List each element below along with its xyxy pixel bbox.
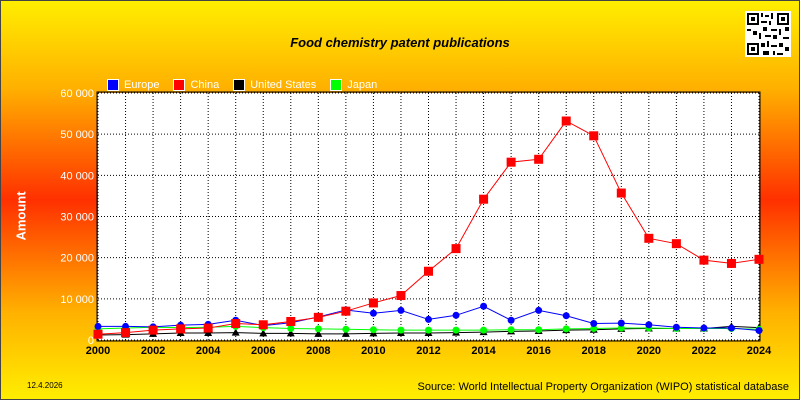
x-tick-label: 2024: [747, 345, 772, 357]
data-point-japan: [314, 325, 322, 333]
data-point-china: [368, 298, 378, 308]
data-point-europe: [507, 316, 515, 324]
data-point-china: [203, 323, 213, 333]
legend-entry-china: China: [173, 79, 219, 91]
chart-title: Food chemistry patent publications: [290, 35, 510, 50]
data-point-china: [561, 116, 571, 126]
data-point-europe: [562, 312, 570, 320]
data-point-china: [258, 320, 268, 330]
date-stamp: 12.4.2026: [27, 381, 63, 390]
x-tick-label: 2010: [361, 345, 385, 357]
legend-swatch-china: [173, 79, 186, 91]
data-point-japan: [535, 326, 543, 334]
data-point-united-states: [259, 329, 268, 337]
data-point-europe: [700, 324, 708, 332]
data-point-china: [726, 258, 736, 268]
data-point-europe: [645, 321, 653, 329]
data-point-china: [176, 324, 186, 334]
legend-entry-united-states: United States: [233, 79, 316, 91]
x-tick-label: 2020: [637, 345, 661, 357]
legend-label-europe: Europe: [124, 79, 160, 91]
data-point-europe: [727, 324, 735, 332]
legend-label-united-states: United States: [250, 79, 317, 91]
data-point-japan: [342, 325, 350, 333]
x-tick-label: 2002: [141, 345, 165, 357]
data-point-china: [313, 312, 323, 322]
legend-entry-japan: Japan: [330, 79, 377, 91]
x-tick-label: 2022: [692, 345, 716, 357]
x-tick-label: 2006: [251, 345, 275, 357]
source-note: Source: World Intellectual Property Orga…: [417, 381, 789, 393]
y-tick-label: 30 000: [60, 212, 94, 224]
data-point-japan: [397, 326, 405, 334]
y-tick-label: 60 000: [60, 88, 94, 100]
y-tick-label: 20 000: [60, 253, 94, 265]
data-point-china: [231, 319, 241, 329]
data-point-europe: [672, 323, 680, 331]
data-point-united-states: [341, 329, 350, 337]
x-tick-label: 2016: [526, 345, 550, 357]
data-point-china: [93, 329, 103, 339]
legend-entry-europe: Europe: [107, 79, 159, 91]
qr-code-icon: [745, 11, 791, 57]
x-tick-label: 2004: [196, 345, 221, 357]
data-point-united-states: [286, 329, 295, 337]
data-point-europe: [480, 302, 488, 310]
legend-swatch-europe: [107, 79, 119, 91]
legend-swatch-japan: [330, 79, 343, 91]
data-point-china: [616, 188, 626, 198]
legend: Europe China United States Japan: [107, 79, 377, 91]
data-point-china: [644, 233, 654, 243]
data-point-japan: [590, 324, 598, 332]
data-point-europe: [452, 311, 460, 319]
data-point-china: [148, 325, 158, 335]
data-point-japan: [562, 325, 570, 333]
data-point-china: [534, 154, 544, 164]
x-tick-label: 2014: [471, 345, 496, 357]
data-point-europe: [755, 327, 763, 335]
data-point-japan: [369, 326, 377, 334]
data-point-china: [451, 244, 461, 254]
data-point-china: [754, 254, 764, 264]
plot-border: [96, 91, 761, 342]
data-point-europe: [397, 306, 405, 314]
x-tick-label: 2008: [306, 345, 330, 357]
data-point-japan: [480, 326, 488, 334]
data-point-china: [341, 306, 351, 316]
data-point-china: [589, 131, 599, 141]
data-point-china: [121, 328, 131, 338]
data-point-japan: [507, 326, 515, 334]
data-point-europe: [590, 320, 598, 328]
data-point-united-states: [231, 328, 240, 336]
x-tick-label: 2012: [416, 345, 440, 357]
data-point-china: [286, 316, 296, 326]
data-point-china: [506, 157, 516, 167]
data-point-china: [396, 291, 406, 301]
x-tick-label: 2000: [86, 345, 110, 357]
data-point-united-states: [314, 329, 323, 337]
y-tick-label: 10 000: [60, 294, 94, 306]
y-tick-label: 50 000: [60, 129, 94, 141]
data-point-japan: [617, 324, 625, 332]
data-point-europe: [425, 315, 432, 323]
data-point-europe: [94, 322, 102, 330]
x-tick-label: 2018: [582, 345, 606, 357]
data-point-europe: [617, 319, 625, 327]
data-point-japan: [452, 326, 460, 334]
data-point-china: [699, 255, 709, 265]
y-tick-label: 0: [88, 335, 94, 347]
legend-label-japan: Japan: [347, 79, 378, 91]
data-point-china: [479, 194, 489, 204]
data-point-china: [671, 239, 681, 249]
legend-label-china: China: [190, 79, 220, 91]
data-point-japan: [287, 324, 295, 332]
data-point-europe: [535, 306, 543, 314]
data-point-japan: [425, 326, 432, 334]
legend-swatch-united-states: [233, 79, 246, 91]
y-tick-label: 40 000: [60, 170, 94, 182]
data-point-europe: [369, 309, 377, 317]
data-point-china: [424, 266, 433, 276]
